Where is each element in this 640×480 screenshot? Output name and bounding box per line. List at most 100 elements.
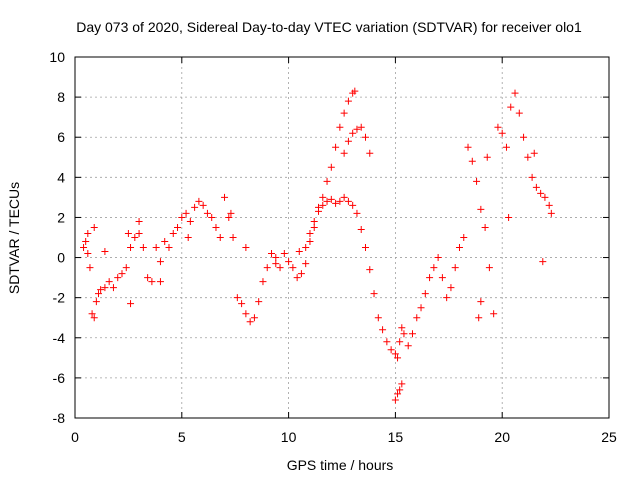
data-point: [90, 314, 98, 322]
data-point: [361, 133, 369, 141]
data-point: [208, 213, 216, 221]
data-point: [285, 258, 293, 266]
data-point: [349, 201, 357, 209]
data-point: [511, 89, 519, 97]
data-point: [295, 248, 303, 256]
data-point: [430, 264, 438, 272]
data-point: [161, 238, 169, 246]
data-point: [539, 258, 547, 266]
data-point: [229, 234, 237, 241]
data-point: [84, 250, 92, 258]
data-point: [443, 294, 451, 302]
data-point: [344, 97, 352, 105]
data-point: [396, 338, 404, 346]
data-point: [122, 264, 130, 272]
data-point: [455, 244, 463, 252]
data-point: [118, 270, 126, 278]
data-point: [114, 274, 122, 282]
data-point: [199, 201, 207, 209]
data-point: [242, 310, 250, 318]
data-point: [507, 103, 515, 111]
y-tick-label: 10: [49, 49, 65, 65]
data-point: [398, 380, 406, 388]
x-tick-label: 15: [388, 429, 404, 445]
y-tick-label: 2: [57, 209, 65, 225]
data-point: [340, 149, 348, 157]
data-point: [434, 254, 442, 262]
data-point: [404, 342, 412, 350]
data-point: [184, 234, 192, 241]
y-tick-label: 4: [57, 169, 65, 185]
data-point: [387, 346, 395, 354]
data-point: [391, 396, 399, 404]
data-point: [186, 217, 194, 225]
data-point: [272, 254, 280, 262]
data-point: [336, 123, 344, 131]
data-point: [127, 244, 135, 252]
data-point: [483, 153, 491, 161]
data-point: [528, 173, 536, 181]
data-point: [361, 244, 369, 252]
data-point: [144, 274, 152, 282]
data-point: [394, 354, 402, 362]
data-point: [515, 109, 523, 117]
data-point: [524, 153, 532, 161]
x-tick-label: 0: [71, 429, 79, 445]
data-point: [327, 195, 335, 203]
data-point: [460, 234, 468, 241]
series-group: [302, 87, 359, 252]
data-point: [88, 310, 96, 318]
data-point: [327, 163, 335, 171]
axis-ticks: [74, 56, 610, 419]
data-point: [323, 177, 331, 185]
data-point: [152, 244, 160, 252]
data-point: [212, 223, 220, 231]
series-group: [80, 89, 555, 362]
data-point: [396, 386, 404, 394]
data-point: [178, 213, 186, 221]
data-point: [485, 264, 493, 272]
x-tick-labels: 0 5 10 15 20 25: [71, 429, 617, 445]
data-point: [225, 213, 233, 221]
data-point: [319, 193, 327, 201]
data-point: [263, 264, 271, 272]
data-point: [80, 244, 88, 252]
data-point: [357, 123, 365, 131]
data-point: [541, 193, 549, 201]
grid-lines: [75, 57, 609, 418]
data-point: [280, 250, 288, 258]
data-point: [148, 278, 156, 286]
data-point: [86, 264, 94, 272]
data-point: [242, 244, 250, 252]
data-point: [537, 189, 545, 197]
data-point: [505, 213, 513, 221]
data-point: [156, 278, 164, 286]
data-point: [332, 199, 340, 207]
data-point: [92, 298, 100, 306]
data-point: [438, 274, 446, 282]
data-point: [357, 225, 365, 233]
data-point: [477, 298, 485, 306]
data-point: [276, 264, 284, 272]
data-point: [90, 223, 98, 231]
data-point: [340, 193, 348, 201]
data-point: [124, 229, 132, 237]
data-point: [394, 390, 402, 398]
data-point: [547, 209, 555, 217]
data-point: [268, 250, 276, 258]
data-point: [400, 330, 408, 338]
data-point: [250, 314, 258, 322]
data-point: [105, 278, 113, 286]
y-tick-label: -8: [53, 410, 66, 426]
data-point: [227, 209, 235, 217]
data-point: [84, 229, 92, 237]
data-point: [468, 157, 476, 165]
data-point: [182, 209, 190, 217]
data-point: [344, 197, 352, 205]
data-point: [340, 109, 348, 117]
data-point: [473, 177, 481, 185]
data-point: [351, 87, 359, 95]
y-tick-label: -2: [53, 290, 66, 306]
data-point: [97, 286, 105, 294]
